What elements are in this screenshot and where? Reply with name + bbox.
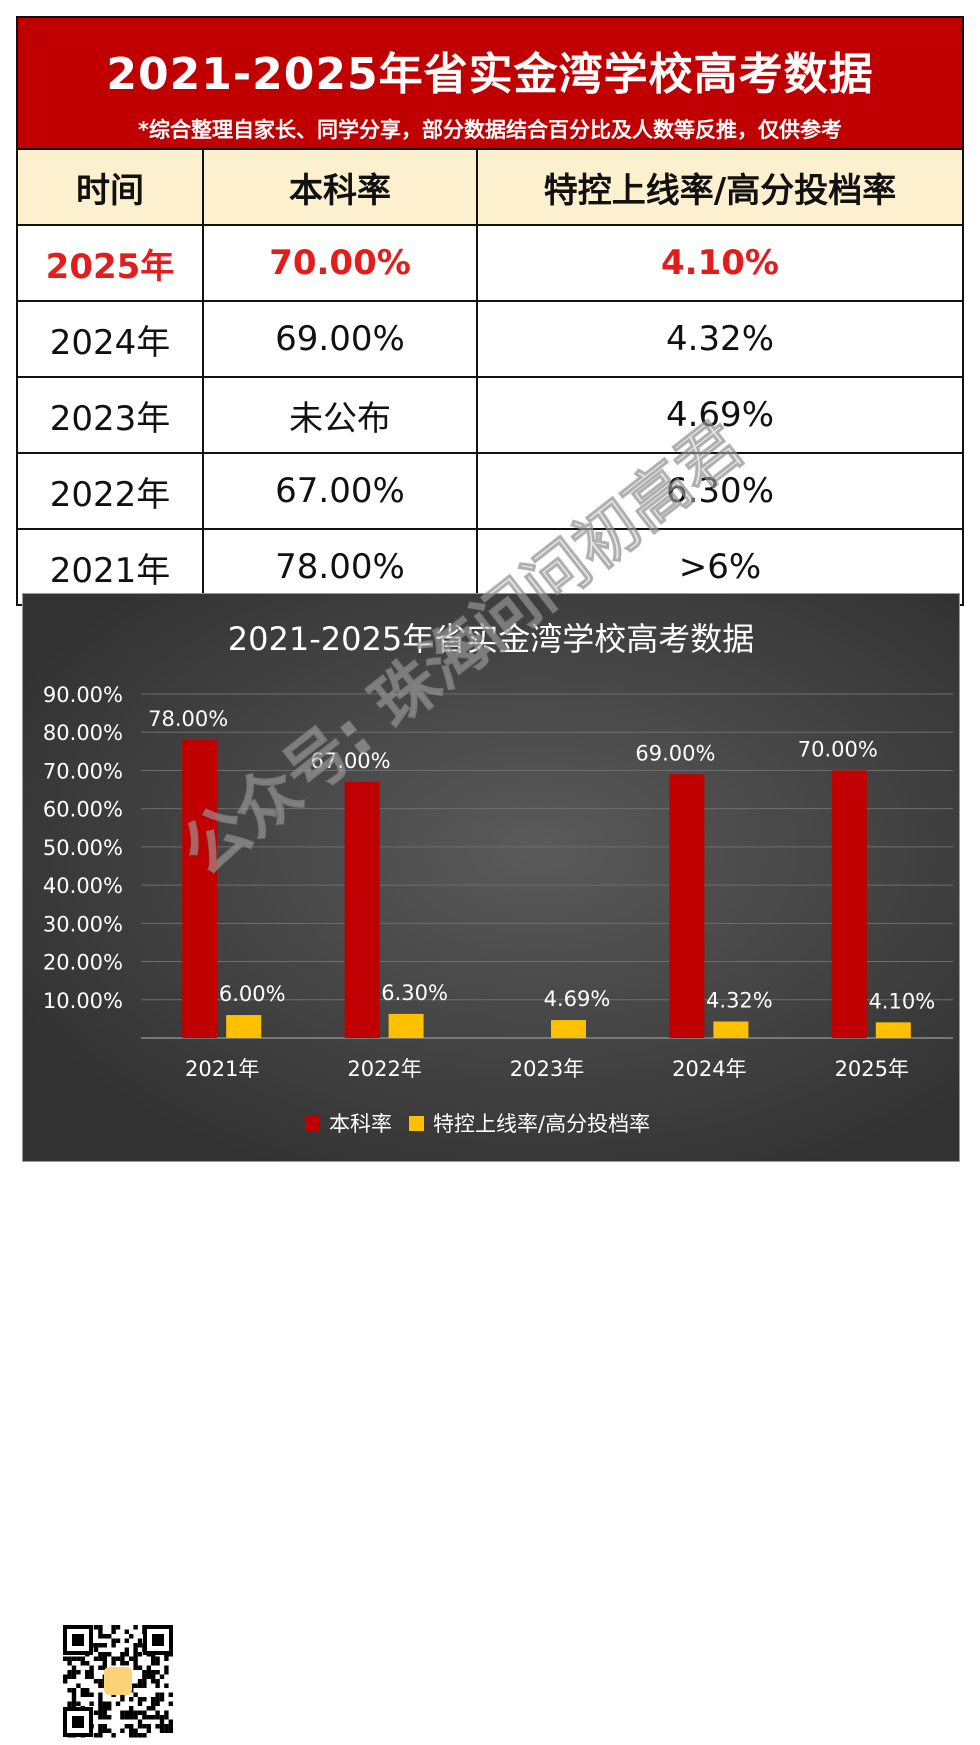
table-cell: 2023年 <box>18 378 204 452</box>
table-cell: 78.00% <box>204 530 478 604</box>
y-tick-label: 80.00% <box>43 721 123 745</box>
bar-top-rate <box>226 1015 262 1038</box>
x-tick-label: 2022年 <box>347 1057 421 1081</box>
legend-label: 本科率 <box>329 1112 392 1136</box>
y-tick-label: 70.00% <box>43 759 123 783</box>
data-label: 4.32% <box>706 988 773 1012</box>
y-tick-label: 20.00% <box>43 951 123 975</box>
table-cell: >6% <box>678 547 762 587</box>
data-label: 6.00% <box>219 982 286 1006</box>
y-tick-label: 40.00% <box>43 874 123 898</box>
bar-undergrad-rate <box>669 774 705 1038</box>
table-row: 2024年 69.00% 4.32% <box>18 302 962 378</box>
legend-swatch <box>305 1116 320 1131</box>
table-cell: 2022年 <box>18 454 204 528</box>
table-cell: 2021年 <box>18 530 204 604</box>
bar-undergrad-rate <box>344 781 380 1038</box>
data-label: 78.00% <box>148 707 228 731</box>
table-cell: 2024年 <box>18 302 204 376</box>
qr-code <box>59 1621 177 1741</box>
bar-chart: 2021-2025年省实金湾学校高考数据 10.00% 20.00% 30.00% 40… <box>43 620 953 1136</box>
table-cell: 未公布 <box>204 378 478 452</box>
legend-swatch <box>409 1116 424 1131</box>
data-label: 6.30% <box>381 981 448 1005</box>
bar-top-rate <box>551 1020 586 1038</box>
y-tick-label: 60.00% <box>43 798 123 822</box>
chart-panel: 2021-2025年省实金湾学校高考数据 10.00% 20.00% 30.00% 40… <box>22 593 960 1741</box>
x-tick-label: 2023年 <box>510 1057 584 1081</box>
bar-top-rate <box>713 1021 749 1038</box>
table-cell: 67.00% <box>204 454 478 528</box>
chart-title: 2021-2025年省实金湾学校高考数据 <box>228 620 754 658</box>
page-title: 2021-2025年省实金湾学校高考数据 <box>106 49 874 100</box>
data-label: 4.10% <box>868 989 935 1013</box>
column-header: 本科率 <box>204 150 478 224</box>
data-label: 69.00% <box>635 741 715 765</box>
data-table: 2021-2025年省实金湾学校高考数据 *综合整理自家长、同学分享，部分数据结… <box>16 16 964 606</box>
table-column-headers: 时间 本科率 特控上线率/高分投档率 <box>18 150 962 226</box>
table-row: 2025年 70.00% 4.10% <box>18 226 962 302</box>
table-cell: 6.30% <box>665 471 774 511</box>
table-row: 2022年 67.00% 6.30% <box>18 454 962 530</box>
y-tick-label: 50.00% <box>43 836 123 860</box>
table-cell: 4.32% <box>665 319 774 359</box>
column-header: 时间 <box>18 150 204 224</box>
table-cell: 4.69% <box>665 395 774 435</box>
x-tick-label: 2024年 <box>672 1057 746 1081</box>
page-subtitle: *综合整理自家长、同学分享，部分数据结合百分比及人数等反推，仅供参考 <box>138 118 842 142</box>
bar-top-rate <box>875 1022 911 1038</box>
bar-top-rate <box>388 1013 424 1038</box>
table-cell: 70.00% <box>204 226 478 300</box>
data-label: 67.00% <box>311 749 391 773</box>
table-cell: 4.10% <box>661 243 779 283</box>
table-row: 2023年 未公布 4.69% <box>18 378 962 454</box>
bar-undergrad-rate <box>831 770 867 1038</box>
bar-undergrad-rate <box>182 739 218 1038</box>
table-row: 2021年 78.00% >6% <box>18 530 962 604</box>
data-label: 4.69% <box>544 987 611 1011</box>
y-tick-label: 30.00% <box>43 912 123 936</box>
x-tick-label: 2021年 <box>185 1057 259 1081</box>
y-tick-label: 90.00% <box>43 683 123 707</box>
x-tick-label: 2025年 <box>835 1057 909 1081</box>
data-label: 70.00% <box>798 737 878 761</box>
column-header: 特控上线率/高分投档率 <box>543 170 897 211</box>
table-cell: 2025年 <box>18 226 204 300</box>
table-cell: 69.00% <box>204 302 478 376</box>
y-tick-label: 10.00% <box>43 989 123 1013</box>
legend-label: 特控上线率/高分投档率 <box>433 1112 650 1136</box>
table-header-banner: 2021-2025年省实金湾学校高考数据 *综合整理自家长、同学分享，部分数据结… <box>18 18 962 150</box>
